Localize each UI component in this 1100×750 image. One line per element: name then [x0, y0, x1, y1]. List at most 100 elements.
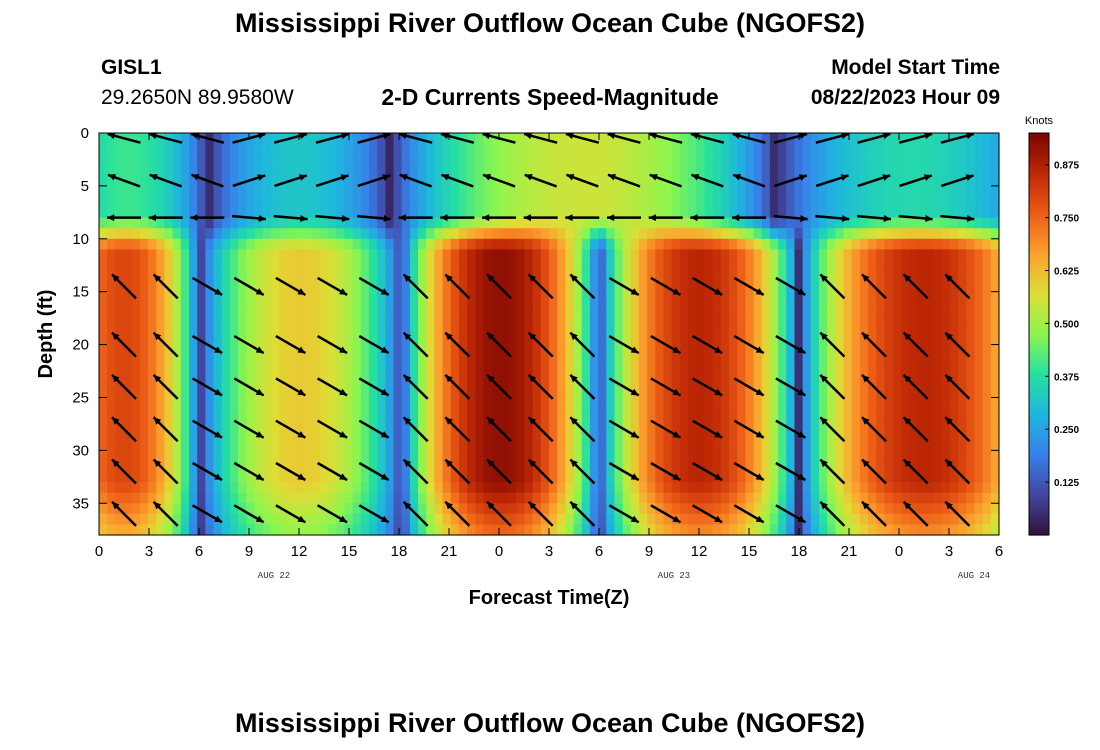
heatmap-cell [229, 238, 239, 250]
heatmap-cell [630, 259, 640, 272]
colorbar-segment [1029, 163, 1049, 168]
current-vector-arrow [357, 132, 391, 144]
heatmap-cell [819, 429, 828, 441]
heatmap-cell [172, 334, 182, 346]
heatmap-cell [393, 175, 403, 187]
heatmap-cell [213, 334, 223, 346]
heatmap-cell [557, 281, 566, 293]
heatmap-cell [508, 312, 517, 325]
heatmap-cell [876, 291, 886, 303]
heatmap-cell [524, 439, 534, 451]
heatmap-cell [557, 513, 566, 526]
heatmap-cell [606, 503, 616, 515]
heatmap-cell [712, 238, 722, 250]
colorbar-segment [1029, 307, 1049, 312]
heatmap-cell [508, 408, 517, 420]
heatmap-cell [900, 238, 910, 250]
heatmap-cell [941, 482, 951, 494]
heatmap-cell [107, 503, 116, 515]
heatmap-cell [663, 270, 673, 282]
current-vector-arrow [565, 132, 600, 144]
heatmap-cell [385, 217, 395, 229]
heatmap-cell [573, 344, 583, 356]
heatmap-cell [385, 302, 395, 314]
heatmap-cell [909, 249, 918, 261]
heatmap-cell [524, 175, 534, 187]
heatmap-cell [663, 154, 673, 166]
heatmap-cell [360, 513, 370, 526]
heatmap-cell [328, 460, 337, 473]
heatmap-cell [835, 344, 845, 356]
current-vector-arrow [232, 174, 266, 188]
heatmap-cell [573, 429, 583, 441]
heatmap-cell [876, 302, 886, 314]
heatmap-cell [655, 344, 665, 356]
heatmap-cell [909, 503, 918, 515]
heatmap-cell [704, 524, 714, 536]
heatmap-cell [123, 450, 133, 462]
heatmap-cell [139, 164, 149, 176]
heatmap-cell [213, 185, 223, 198]
heatmap-cell [745, 355, 755, 367]
heatmap-cell [884, 482, 894, 494]
heatmap-cell [189, 312, 198, 325]
heatmap-cell [270, 334, 280, 346]
heatmap-cell [786, 154, 796, 166]
current-vector-arrow [902, 331, 929, 358]
heatmap-cell [900, 492, 910, 504]
heatmap-cell [933, 323, 943, 335]
heatmap-cell [369, 164, 378, 176]
heatmap-cell [909, 207, 918, 219]
heatmap-cell [671, 196, 681, 208]
heatmap-cell [794, 259, 804, 272]
heatmap-cell [148, 154, 157, 166]
heatmap-cell [450, 492, 460, 504]
heatmap-cell [704, 238, 714, 250]
heatmap-cell [712, 259, 722, 272]
heatmap-cell [778, 344, 787, 356]
heatmap-cell [851, 196, 861, 208]
heatmap-cell [802, 302, 812, 314]
heatmap-cell [557, 418, 566, 430]
heatmap-cell [704, 450, 714, 462]
heatmap-cell [712, 228, 722, 240]
current-vector-arrow [691, 377, 723, 397]
heatmap-cell [328, 482, 337, 494]
heatmap-cell [557, 408, 566, 420]
heatmap-cell [778, 355, 787, 367]
heatmap-cell [238, 312, 247, 325]
heatmap-cell [843, 482, 853, 494]
heatmap-cell [974, 207, 984, 219]
current-vector-arrow [861, 416, 887, 443]
heatmap-cell [295, 408, 305, 420]
heatmap-cell [467, 217, 476, 229]
heatmap-cell [450, 270, 460, 282]
heatmap-cell [753, 323, 763, 335]
current-vector-arrow [440, 132, 475, 144]
heatmap-cell [639, 281, 648, 293]
colorbar-frame [1028, 132, 1050, 536]
heatmap-cell [189, 418, 198, 430]
heatmap-cell [385, 207, 395, 219]
heatmap-cell [843, 323, 853, 335]
heatmap-cell [925, 259, 935, 272]
heatmap-cell [516, 196, 526, 208]
heatmap-cell [107, 238, 116, 250]
heatmap-cell [778, 365, 787, 377]
heatmap-cell [516, 302, 526, 314]
heatmap-cell [99, 334, 108, 346]
heatmap-cell [442, 386, 452, 399]
heatmap-cell [279, 175, 288, 187]
heatmap-cell [639, 355, 648, 367]
heatmap-cell [884, 143, 894, 155]
heatmap-cell [254, 312, 264, 325]
heatmap-cell [704, 217, 714, 229]
current-vector-arrow [650, 377, 682, 397]
heatmap-cell [148, 238, 157, 250]
heatmap-cell [156, 270, 166, 282]
heatmap-cell [442, 355, 452, 367]
heatmap-cell [614, 386, 624, 399]
heatmap-cell [614, 471, 624, 483]
heatmap-cell [483, 196, 493, 208]
heatmap-cell [270, 133, 280, 145]
